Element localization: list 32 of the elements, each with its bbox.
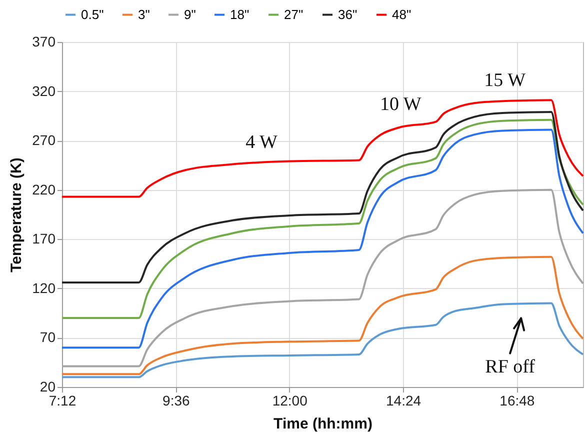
x-tick-label: 7:12 [48, 392, 76, 408]
y-tick-label: 320 [32, 82, 56, 99]
x-tick-label: 9:36 [162, 392, 190, 408]
y-tick-label: 170 [32, 230, 56, 247]
line-series [61, 99, 584, 198]
legend-label: 18" [230, 6, 250, 22]
line-series [61, 256, 584, 376]
x-tick-label: 12:00 [272, 392, 308, 408]
x-tick-label: 16:48 [500, 392, 535, 408]
y-tick-label: 370 [32, 34, 56, 50]
annotation: 15 W [484, 70, 526, 91]
line-series [61, 118, 584, 319]
legend-label: 0.5" [81, 6, 104, 22]
x-tick-label: 14:24 [386, 392, 422, 408]
legend-label: 3" [138, 6, 150, 22]
legend-label: 36" [338, 6, 358, 22]
line-series [61, 110, 584, 284]
legend-label: 9" [184, 6, 196, 22]
annotation: 4 W [246, 132, 278, 154]
y-tick-label: 220 [32, 181, 56, 198]
y-tick-label: 120 [32, 280, 56, 296]
y-tick-label: 20 [40, 378, 56, 394]
annotation: 10 W [380, 94, 422, 116]
legend-label: 48" [392, 6, 412, 22]
y-tick-label: 70 [40, 329, 56, 346]
line-series [61, 302, 584, 378]
x-axis-title: Time (hh:mm) [274, 416, 372, 432]
annotation: RF off [485, 356, 536, 378]
y-tick-label: 270 [32, 132, 56, 148]
y-axis-title: Temperature (K) [8, 158, 26, 272]
legend-label: 27" [284, 6, 304, 22]
line-series [61, 128, 584, 349]
